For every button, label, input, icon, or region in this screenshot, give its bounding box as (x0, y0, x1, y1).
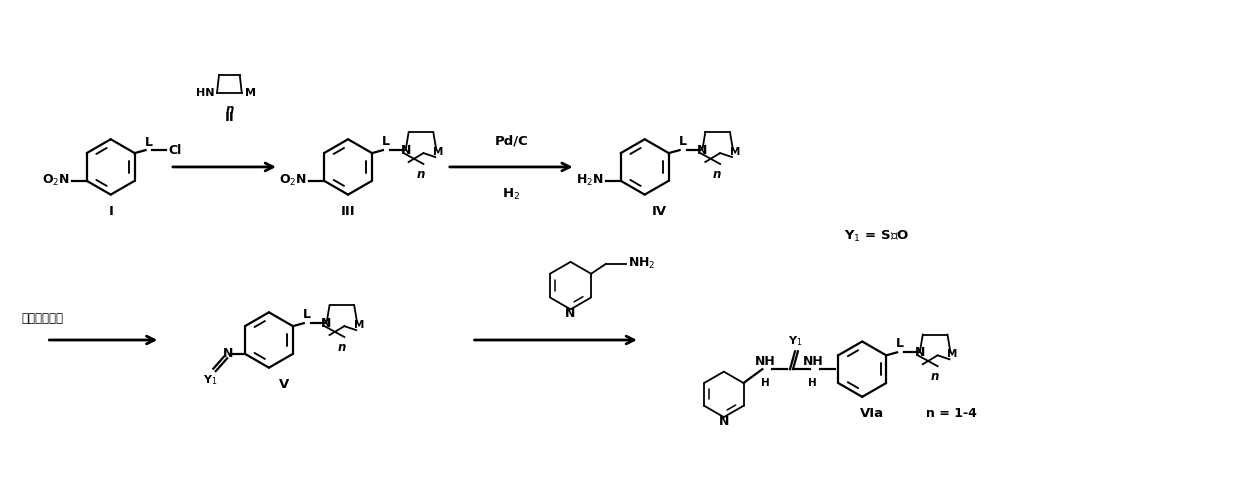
Text: L: L (145, 136, 153, 149)
Text: NH: NH (802, 355, 823, 368)
Text: L: L (382, 135, 389, 148)
Text: n: n (337, 341, 346, 354)
Text: N: N (401, 144, 410, 157)
Text: M: M (433, 147, 444, 157)
Text: Y$_1$: Y$_1$ (787, 335, 802, 348)
Text: III: III (341, 205, 356, 218)
Text: N: N (915, 346, 925, 359)
Text: Cl: Cl (169, 144, 181, 157)
Text: M: M (730, 147, 740, 157)
Text: H$_2$N: H$_2$N (577, 173, 604, 188)
Text: n: n (930, 370, 939, 383)
Text: Y$_1$ = S或O: Y$_1$ = S或O (844, 228, 910, 243)
Text: V: V (279, 378, 289, 391)
Text: N: N (565, 307, 575, 320)
Text: H$_2$: H$_2$ (502, 187, 521, 202)
Text: L: L (897, 337, 904, 350)
Text: H: H (808, 378, 817, 388)
Text: L: L (678, 135, 687, 148)
Text: N: N (697, 144, 708, 157)
Text: II: II (224, 111, 234, 124)
Text: Pd/C: Pd/C (495, 134, 528, 147)
Text: n: n (713, 168, 722, 181)
Text: M: M (947, 349, 957, 359)
Text: O$_2$N: O$_2$N (279, 173, 308, 188)
Text: Y$_1$: Y$_1$ (203, 374, 217, 387)
Text: N: N (321, 317, 332, 330)
Text: NH: NH (755, 355, 776, 368)
Text: H: H (761, 378, 770, 388)
Text: N: N (223, 347, 233, 360)
Text: I: I (108, 205, 113, 218)
Text: 光气或硫光气: 光气或硫光气 (22, 312, 63, 325)
Text: M: M (244, 88, 255, 98)
Text: VIa: VIa (861, 407, 884, 420)
Text: M: M (355, 320, 365, 330)
Text: N: N (719, 415, 729, 427)
Text: O$_2$N: O$_2$N (42, 173, 69, 188)
Text: HN: HN (196, 88, 215, 98)
Text: NH$_2$: NH$_2$ (627, 257, 655, 272)
Text: n = 1-4: n = 1-4 (926, 407, 977, 420)
Text: L: L (303, 308, 311, 321)
Text: n: n (226, 103, 233, 116)
Text: n: n (417, 168, 424, 181)
Text: IV: IV (652, 205, 667, 218)
